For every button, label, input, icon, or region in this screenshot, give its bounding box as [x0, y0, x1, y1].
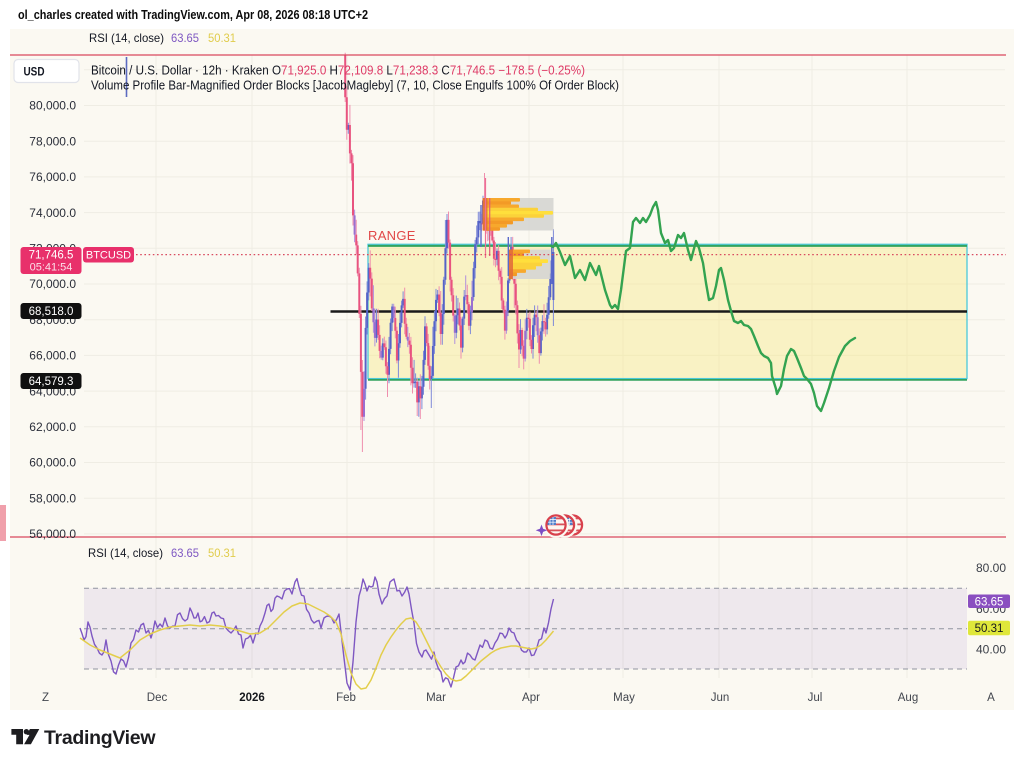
svg-text:66,000.0: 66,000.0	[29, 349, 76, 363]
svg-text:Dec: Dec	[147, 692, 168, 704]
svg-text:Volume Profile Bar-Magnified O: Volume Profile Bar-Magnified Order Block…	[91, 79, 619, 93]
svg-text:Apr: Apr	[522, 692, 540, 704]
svg-text:ol_charles created with Tradin: ol_charles created with TradingView.com,…	[18, 7, 368, 22]
svg-text:56,000.0: 56,000.0	[29, 527, 76, 541]
svg-text:Mar: Mar	[426, 692, 446, 704]
svg-text:05:41:54: 05:41:54	[30, 262, 73, 274]
svg-text:50.31: 50.31	[208, 31, 236, 45]
svg-text:BTCUSD: BTCUSD	[86, 250, 131, 262]
svg-text:Jun: Jun	[711, 692, 730, 704]
svg-text:2026: 2026	[239, 692, 265, 704]
svg-text:Aug: Aug	[898, 692, 918, 704]
svg-text:74,000.0: 74,000.0	[29, 206, 76, 220]
svg-text:60,000.0: 60,000.0	[29, 456, 76, 470]
svg-text:58,000.0: 58,000.0	[29, 491, 76, 505]
svg-text:76,000.0: 76,000.0	[29, 170, 76, 184]
svg-text:Bitcoin / U.S. Dollar · 12h ·: Bitcoin / U.S. Dollar · 12h · Kraken O71…	[91, 64, 585, 78]
svg-text:Feb: Feb	[336, 692, 356, 704]
svg-text:RANGE: RANGE	[368, 228, 416, 243]
svg-text:40.00: 40.00	[976, 643, 1006, 657]
svg-text:USD: USD	[24, 65, 45, 79]
svg-text:A: A	[987, 692, 995, 704]
svg-text:62,000.0: 62,000.0	[29, 420, 76, 434]
svg-text:RSI (14, close): RSI (14, close)	[89, 31, 164, 45]
svg-text:78,000.0: 78,000.0	[29, 134, 76, 148]
svg-text:RSI (14, close): RSI (14, close)	[88, 546, 163, 560]
svg-text:63.65: 63.65	[171, 546, 199, 560]
svg-text:64,579.3: 64,579.3	[29, 376, 74, 388]
svg-text:50.31: 50.31	[208, 546, 236, 560]
svg-text:May: May	[613, 692, 635, 704]
svg-text:Jul: Jul	[808, 692, 823, 704]
svg-text:63.65: 63.65	[171, 31, 199, 45]
svg-text:50.31: 50.31	[975, 623, 1004, 635]
svg-text:71,746.5: 71,746.5	[29, 250, 74, 262]
svg-text:Z: Z	[42, 692, 49, 704]
svg-text:70,000.0: 70,000.0	[29, 277, 76, 291]
svg-text:63.65: 63.65	[975, 596, 1004, 608]
svg-text:68,518.0: 68,518.0	[29, 306, 74, 318]
svg-text:TradingView: TradingView	[44, 727, 156, 749]
svg-text:80.00: 80.00	[976, 561, 1006, 575]
svg-text:80,000.0: 80,000.0	[29, 99, 76, 113]
